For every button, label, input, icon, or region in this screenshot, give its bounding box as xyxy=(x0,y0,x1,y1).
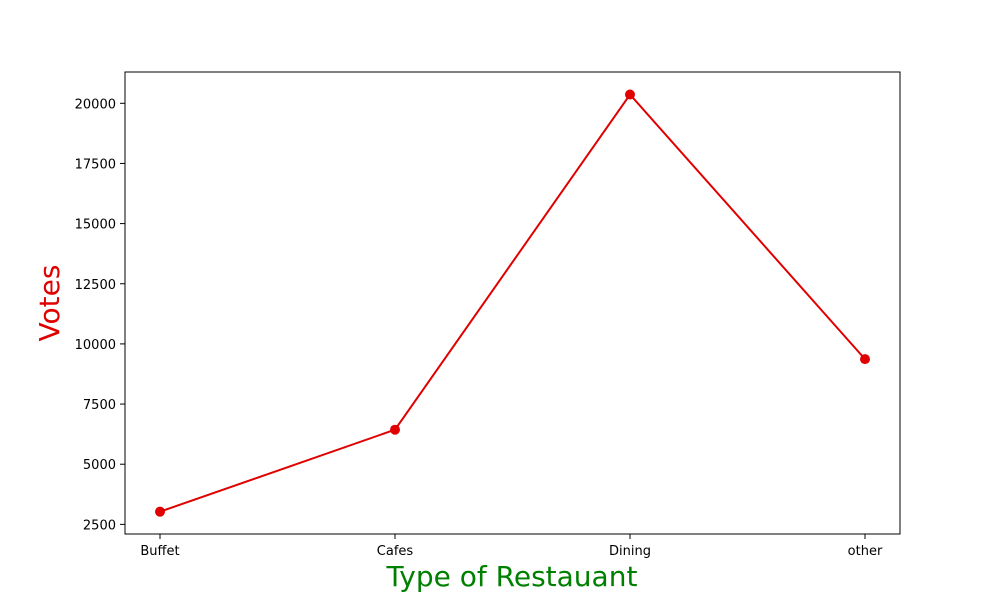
x-tick-label: Dining xyxy=(609,544,651,559)
series-layer xyxy=(155,89,870,517)
y-tick-label: 5000 xyxy=(83,458,116,473)
x-tick-label: other xyxy=(848,544,883,559)
series-line xyxy=(159,93,866,513)
x-tick-label: Buffet xyxy=(140,544,179,559)
y-tick-label: 17500 xyxy=(75,157,116,172)
data-point xyxy=(860,354,870,365)
y-tick-label: 12500 xyxy=(75,278,116,293)
y-tick-label: 2500 xyxy=(83,518,116,533)
y-tick-label: 20000 xyxy=(75,97,116,112)
y-axis-title: Votes xyxy=(33,265,66,342)
y-tick-label: 7500 xyxy=(83,398,116,413)
y-axis: 2500 5000 7500 10000 12500 15000 17500 20000 xyxy=(75,97,125,533)
data-point xyxy=(390,424,400,435)
data-point xyxy=(625,89,635,100)
y-tick-label: 15000 xyxy=(75,218,116,233)
plot-area xyxy=(124,71,901,535)
x-tick-label: Cafes xyxy=(377,544,414,559)
x-axis: Buffet Cafes Dining other xyxy=(140,534,883,559)
y-tick-label: 10000 xyxy=(75,338,116,353)
data-point xyxy=(155,506,165,517)
x-axis-title: Type of Restauant xyxy=(386,560,638,593)
